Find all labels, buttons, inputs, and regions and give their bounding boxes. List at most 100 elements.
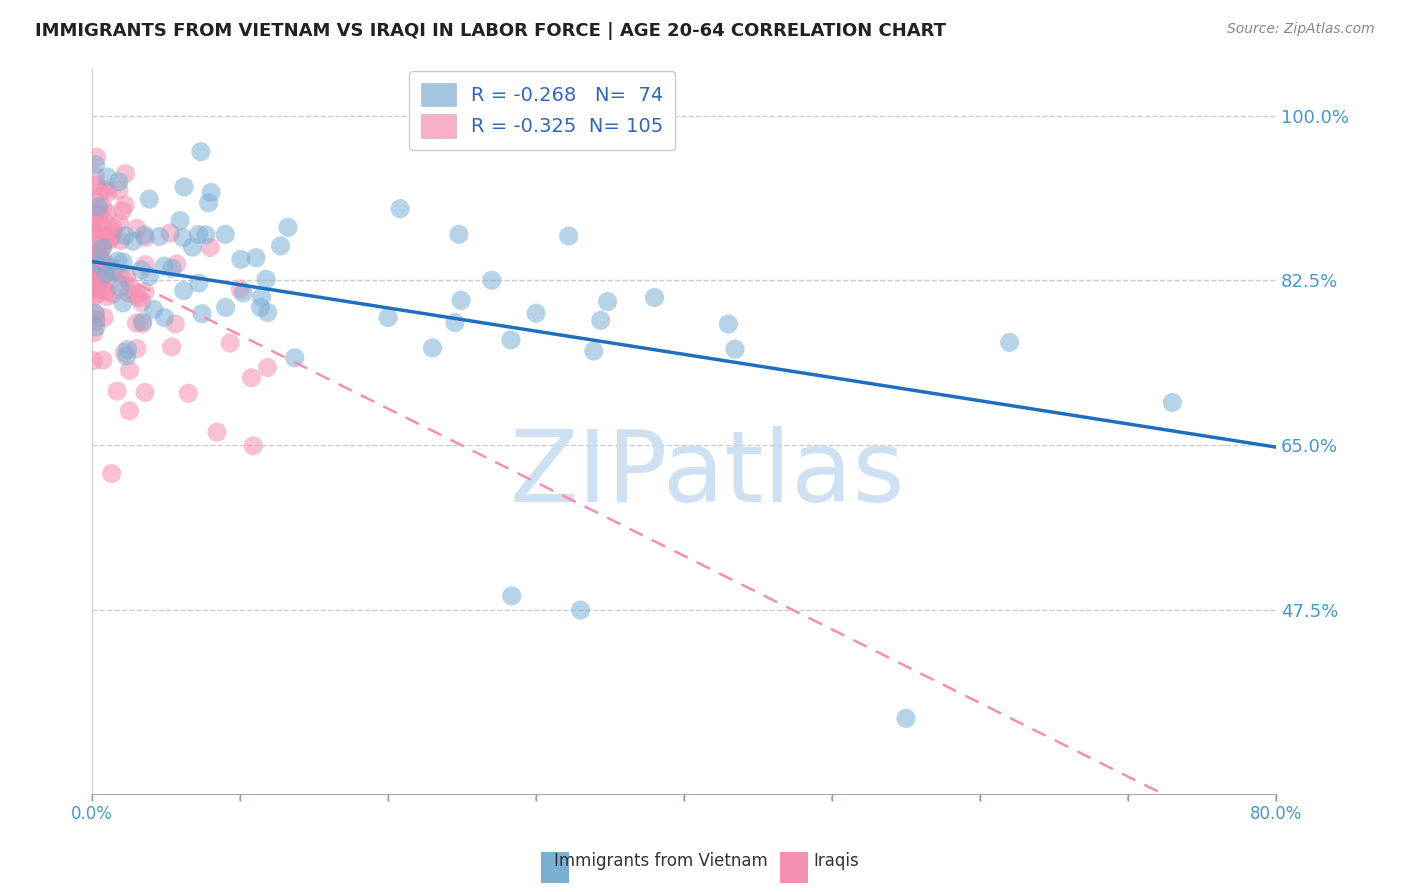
Point [200, 186, 222, 200]
Point [83, 353, 105, 368]
Point [134, 230, 156, 244]
Point [254, 272, 277, 286]
Point [87, 260, 110, 275]
Point [166, 257, 188, 271]
Point [105, 384, 128, 398]
Point [582, 344, 605, 359]
Point [83, 228, 105, 243]
Point [214, 227, 236, 242]
Point [643, 291, 665, 305]
Point [114, 167, 136, 181]
Point [83, 264, 105, 278]
Point [191, 307, 214, 321]
Point [93, 255, 115, 269]
Point [87, 207, 110, 221]
Point [117, 343, 139, 357]
Point [134, 285, 156, 299]
Point [499, 333, 522, 347]
Point [205, 425, 228, 439]
Point [153, 310, 176, 325]
Point [229, 252, 252, 267]
Point [91, 228, 114, 243]
Text: Source: ZipAtlas.com: Source: ZipAtlas.com [1227, 22, 1375, 37]
Point [84, 250, 107, 264]
Point [131, 315, 153, 329]
Point [94, 228, 117, 243]
Point [242, 439, 264, 453]
Point [93, 257, 115, 271]
Text: Iraqis: Iraqis [814, 852, 859, 870]
Point [256, 305, 278, 319]
Point [153, 259, 176, 273]
Point [114, 228, 136, 243]
Point [91, 200, 114, 214]
Point [83, 263, 105, 277]
Point [114, 198, 136, 212]
Point [187, 276, 209, 290]
Point [84, 169, 107, 183]
Point [83, 258, 105, 272]
Point [1161, 395, 1184, 409]
Point [219, 336, 242, 351]
Point [86, 150, 108, 164]
Point [83, 253, 105, 268]
Point [160, 261, 183, 276]
Point [173, 284, 195, 298]
Point [159, 226, 181, 240]
Point [724, 342, 747, 356]
Point [124, 287, 146, 301]
Point [86, 178, 108, 193]
Point [91, 237, 114, 252]
Point [569, 603, 592, 617]
Point [277, 220, 299, 235]
Point [101, 220, 124, 235]
Point [172, 230, 194, 244]
Point [87, 248, 110, 262]
Point [118, 286, 141, 301]
Point [181, 240, 204, 254]
Legend: R = -0.268   N=  74, R = -0.325  N= 105: R = -0.268 N= 74, R = -0.325 N= 105 [409, 71, 675, 150]
Point [94, 267, 117, 281]
Point [177, 386, 200, 401]
Point [87, 200, 110, 214]
Point [128, 291, 150, 305]
Point [125, 221, 148, 235]
Point [377, 310, 399, 325]
Point [422, 341, 444, 355]
Point [91, 211, 114, 226]
Point [131, 295, 153, 310]
Point [84, 226, 107, 240]
Point [93, 310, 115, 325]
Point [118, 404, 141, 418]
Point [84, 193, 107, 207]
Point [111, 270, 134, 285]
Point [270, 239, 292, 253]
Point [444, 316, 467, 330]
Point [134, 385, 156, 400]
Point [120, 279, 142, 293]
Point [103, 264, 125, 278]
Point [84, 158, 107, 172]
Point [84, 312, 107, 326]
Point [96, 206, 118, 220]
Point [142, 302, 165, 317]
Point [187, 227, 209, 242]
Point [87, 269, 110, 284]
Point [84, 280, 107, 294]
Point [107, 254, 129, 268]
Point [87, 211, 110, 225]
Point [89, 279, 111, 293]
Point [160, 340, 183, 354]
Point [596, 294, 619, 309]
Point [83, 260, 105, 274]
Point [250, 290, 273, 304]
Point [125, 342, 148, 356]
Point [97, 186, 120, 200]
Point [83, 225, 105, 239]
Point [450, 293, 472, 308]
Point [83, 211, 105, 226]
Point [194, 227, 217, 242]
Point [589, 313, 612, 327]
Point [84, 258, 107, 272]
Point [110, 234, 132, 248]
